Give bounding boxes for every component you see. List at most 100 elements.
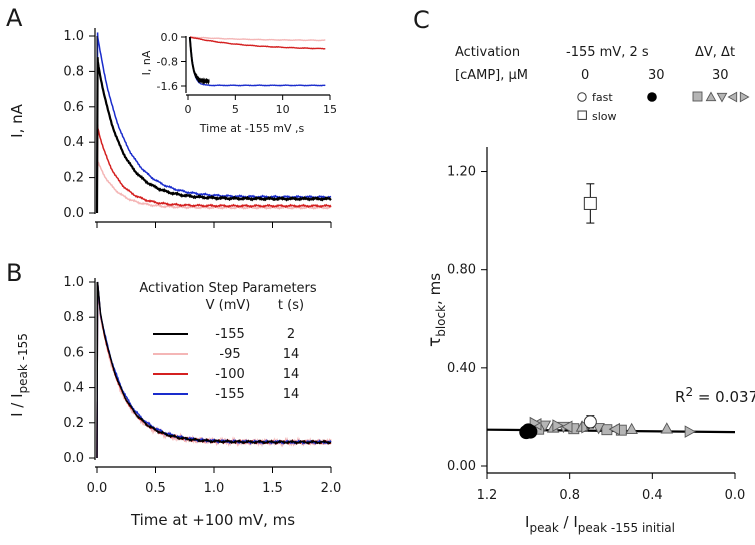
legend-t: 14	[283, 347, 300, 362]
panel-c-y-label-tau: τ	[425, 337, 445, 347]
legend-t: 14	[283, 387, 300, 402]
r2-label-value: = 0.037	[693, 388, 755, 406]
a-trace	[95, 57, 332, 214]
b-ytick-label: 0.2	[63, 416, 84, 431]
panel-b-y-label-main: I / I	[8, 393, 26, 416]
c-ytick-label: 0.80	[447, 263, 476, 278]
legend-v: -100	[215, 367, 245, 382]
point-triangle-up	[660, 422, 674, 434]
legend-v: -95	[219, 347, 240, 362]
header-activation: Activation	[455, 45, 520, 60]
b-xtick-label: 0.5	[145, 481, 166, 496]
b-xtick-label: 2.0	[321, 481, 342, 496]
b-ytick-label: 0.8	[63, 310, 84, 325]
panel-b-y-label-sub: peak -155	[16, 333, 30, 393]
b-ytick-label: 0.6	[63, 345, 84, 360]
point-filled-circle	[519, 425, 534, 440]
panel-letter-a: A	[6, 4, 23, 32]
c-ytick-label: 0.00	[447, 459, 476, 474]
inset-y-label: I, nA	[140, 50, 153, 75]
legend-filled-marker	[647, 92, 657, 102]
panel-b-y-label: I / Ipeak -155	[8, 333, 30, 417]
inset-trace	[188, 36, 210, 85]
panel-c-header: Activation -155 mV, 2 s ΔV, Δt [cAMP], μ…	[455, 45, 750, 123]
legend-triangle-down	[716, 92, 728, 103]
panel-c-x-label-sub2: peak -155 initial	[578, 521, 675, 535]
header-condition-1: -155 mV, 2 s	[566, 45, 649, 60]
r2-label-sup: 2	[685, 385, 693, 399]
a-trace	[96, 159, 332, 214]
legend-slow-label: slow	[592, 110, 617, 123]
point-triangle-down	[592, 423, 605, 435]
b-ytick-label: 0.0	[63, 451, 84, 466]
c-xtick-label: 1.2	[477, 488, 498, 503]
panel-letter-c: C	[413, 6, 430, 34]
panel-c: Activation -155 mV, 2 s ΔV, Δt [cAMP], μ…	[425, 45, 755, 535]
a-ytick-label: 0.0	[63, 206, 84, 221]
point-triangle-right	[552, 419, 564, 432]
c-xtick-label: 0.0	[725, 488, 746, 503]
panel-b-traces	[96, 281, 332, 459]
point-triangle-up	[625, 422, 638, 435]
panel-a-ticks: 0.0 0.2 0.4 0.6 0.8 1.0	[63, 29, 95, 221]
header-camp: [cAMP], μM	[455, 68, 528, 83]
panel-a: 0.0 0.2 0.4 0.6 0.8 1.0 I, nA 0.0 -0.8 -1.6 0 5 10…	[8, 28, 337, 228]
legend-t: 2	[287, 327, 295, 342]
b-xtick-label: 1.0	[204, 481, 225, 496]
header-camp-0: 0	[581, 68, 589, 83]
point-triangle-right	[684, 425, 696, 438]
legend-rows: -155 2 -95 14 -100 14 -155 14	[153, 327, 299, 402]
header-condition-2: ΔV, Δt	[695, 45, 735, 60]
legend-triangle-up	[705, 91, 717, 102]
panel-b-ticks: 0.0 0.2 0.4 0.6 0.8 1.0 0.0 0.5 1.0 1.5 2.0	[63, 275, 341, 496]
inset-ytick-label: 0.0	[161, 31, 179, 44]
panel-a-traces	[95, 32, 332, 214]
legend-triangle-right	[739, 91, 750, 103]
panel-c-y-label: τblock, ms	[425, 273, 448, 347]
a-ytick-label: 0.6	[63, 100, 84, 115]
panel-c-x-label-i: I	[525, 513, 529, 531]
a-ytick-label: 1.0	[63, 29, 84, 44]
point-triangle-down	[538, 420, 552, 432]
legend-square-gray	[692, 91, 703, 102]
b-trace	[96, 281, 332, 459]
b-ytick-label: 0.4	[63, 381, 84, 396]
panel-a-y-label: I, nA	[8, 103, 26, 137]
legend-header-v: V (mV)	[206, 298, 251, 313]
inset-trace	[189, 36, 326, 87]
inset-ticks: 0.0 -0.8 -1.6 0 5 10 15	[157, 31, 337, 116]
c-ytick-label: 1.20	[447, 165, 476, 180]
r2-label-r: R	[675, 388, 685, 406]
legend-v: -155	[215, 387, 245, 402]
inset-xtick-label: 10	[276, 103, 290, 116]
inset-trace	[189, 36, 326, 50]
inset-xtick-label: 15	[323, 103, 337, 116]
legend-triangle-left	[727, 91, 738, 103]
panel-c-y-label-sub: block	[434, 305, 448, 337]
inset-traces	[188, 36, 326, 87]
c-ytick-label: 0.40	[447, 361, 476, 376]
legend-shape-markers	[692, 91, 750, 103]
inset-xtick-label: 0	[185, 103, 192, 116]
point-slow-square	[583, 196, 597, 210]
legend-fast-label: fast	[592, 91, 613, 104]
panel-c-points	[519, 183, 696, 440]
a-ytick-label: 0.2	[63, 171, 84, 186]
point-fast-circle	[583, 415, 597, 429]
inset-ytick-label: -1.6	[157, 80, 178, 93]
panel-b-legend: Activation Step Parameters V (mV) t (s) …	[139, 281, 317, 402]
r2-label: R2 = 0.037	[675, 385, 755, 406]
panel-c-x-label-sub1: peak	[529, 521, 558, 535]
b-ytick-label: 1.0	[63, 275, 84, 290]
panel-c-ticks: 0.00 0.40 0.80 1.20 1.2 0.8 0.4 0.0	[447, 165, 745, 503]
a-ytick-label: 0.8	[63, 64, 84, 79]
c-xtick-label: 0.8	[559, 488, 580, 503]
inset-trace	[189, 36, 326, 42]
inset-x-label: Time at -155 mV ,s	[199, 122, 305, 135]
inset-xtick-label: 5	[232, 103, 239, 116]
inset-ytick-label: -0.8	[157, 56, 178, 69]
legend-slow-marker	[577, 110, 587, 120]
legend-title: Activation Step Parameters	[139, 281, 317, 296]
panel-letter-b: B	[6, 259, 22, 287]
